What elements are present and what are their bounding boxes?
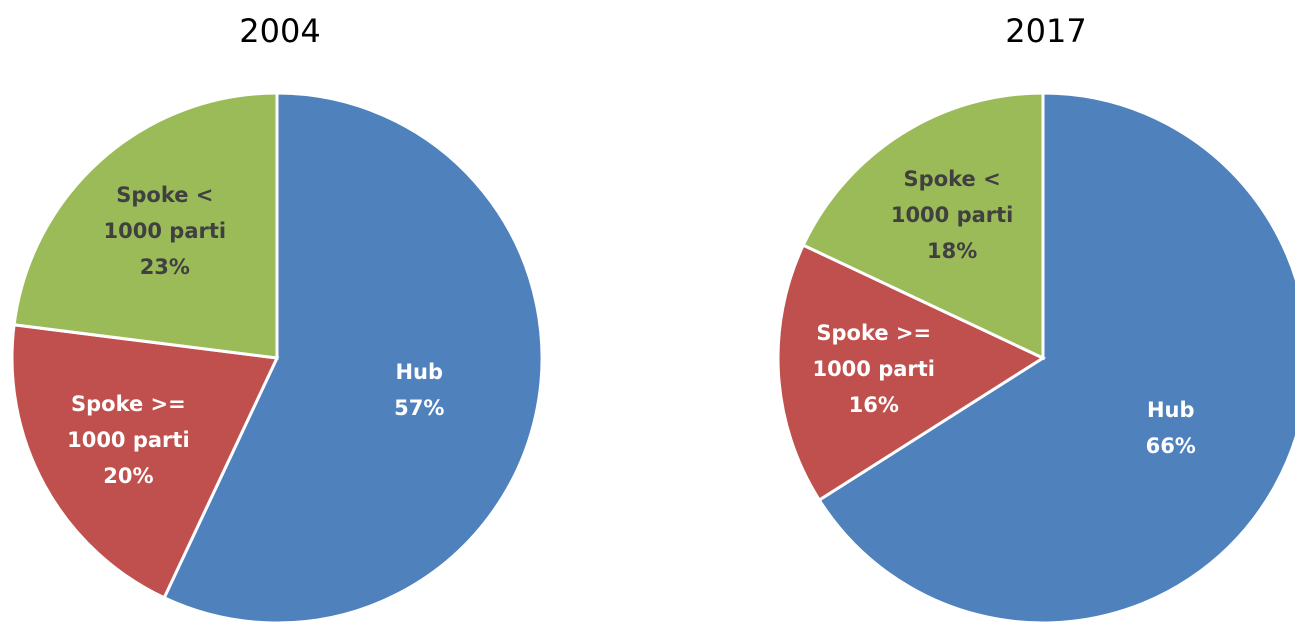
- data-label: Spoke < 1000 parti 18%: [872, 161, 1032, 269]
- pie-slice: [801, 91, 1045, 361]
- pie-slice: [12, 91, 279, 360]
- value-label: 18%: [926, 238, 978, 263]
- data-label: Hub 66%: [1091, 392, 1251, 464]
- category-label: Spoke < 1000 parti: [890, 166, 1014, 227]
- value-label: 16%: [848, 392, 899, 417]
- category-label: Spoke >= 1000 parti: [67, 391, 190, 452]
- pie-slice: [776, 243, 1047, 503]
- pie-slice: [10, 323, 280, 600]
- category-label: Spoke >= 1000 parti: [812, 320, 936, 381]
- data-label: Hub 57%: [339, 354, 499, 426]
- chart-title: 2004: [239, 12, 321, 50]
- value-label: 20%: [103, 463, 154, 488]
- value-label: 23%: [139, 254, 190, 279]
- chart-title: 2017: [1005, 12, 1087, 50]
- data-label: Spoke >= 1000 parti 20%: [48, 386, 208, 494]
- data-label: Spoke >= 1000 parti 16%: [794, 315, 954, 423]
- category-label: Spoke < 1000 parti: [103, 182, 227, 243]
- pie-slice: [817, 91, 1295, 622]
- data-label: Spoke < 1000 parti 23%: [85, 177, 245, 285]
- value-label: 57%: [394, 395, 445, 420]
- category-label: Hub: [1146, 398, 1195, 423]
- category-label: Hub: [395, 359, 444, 384]
- value-label: 66%: [1145, 434, 1196, 459]
